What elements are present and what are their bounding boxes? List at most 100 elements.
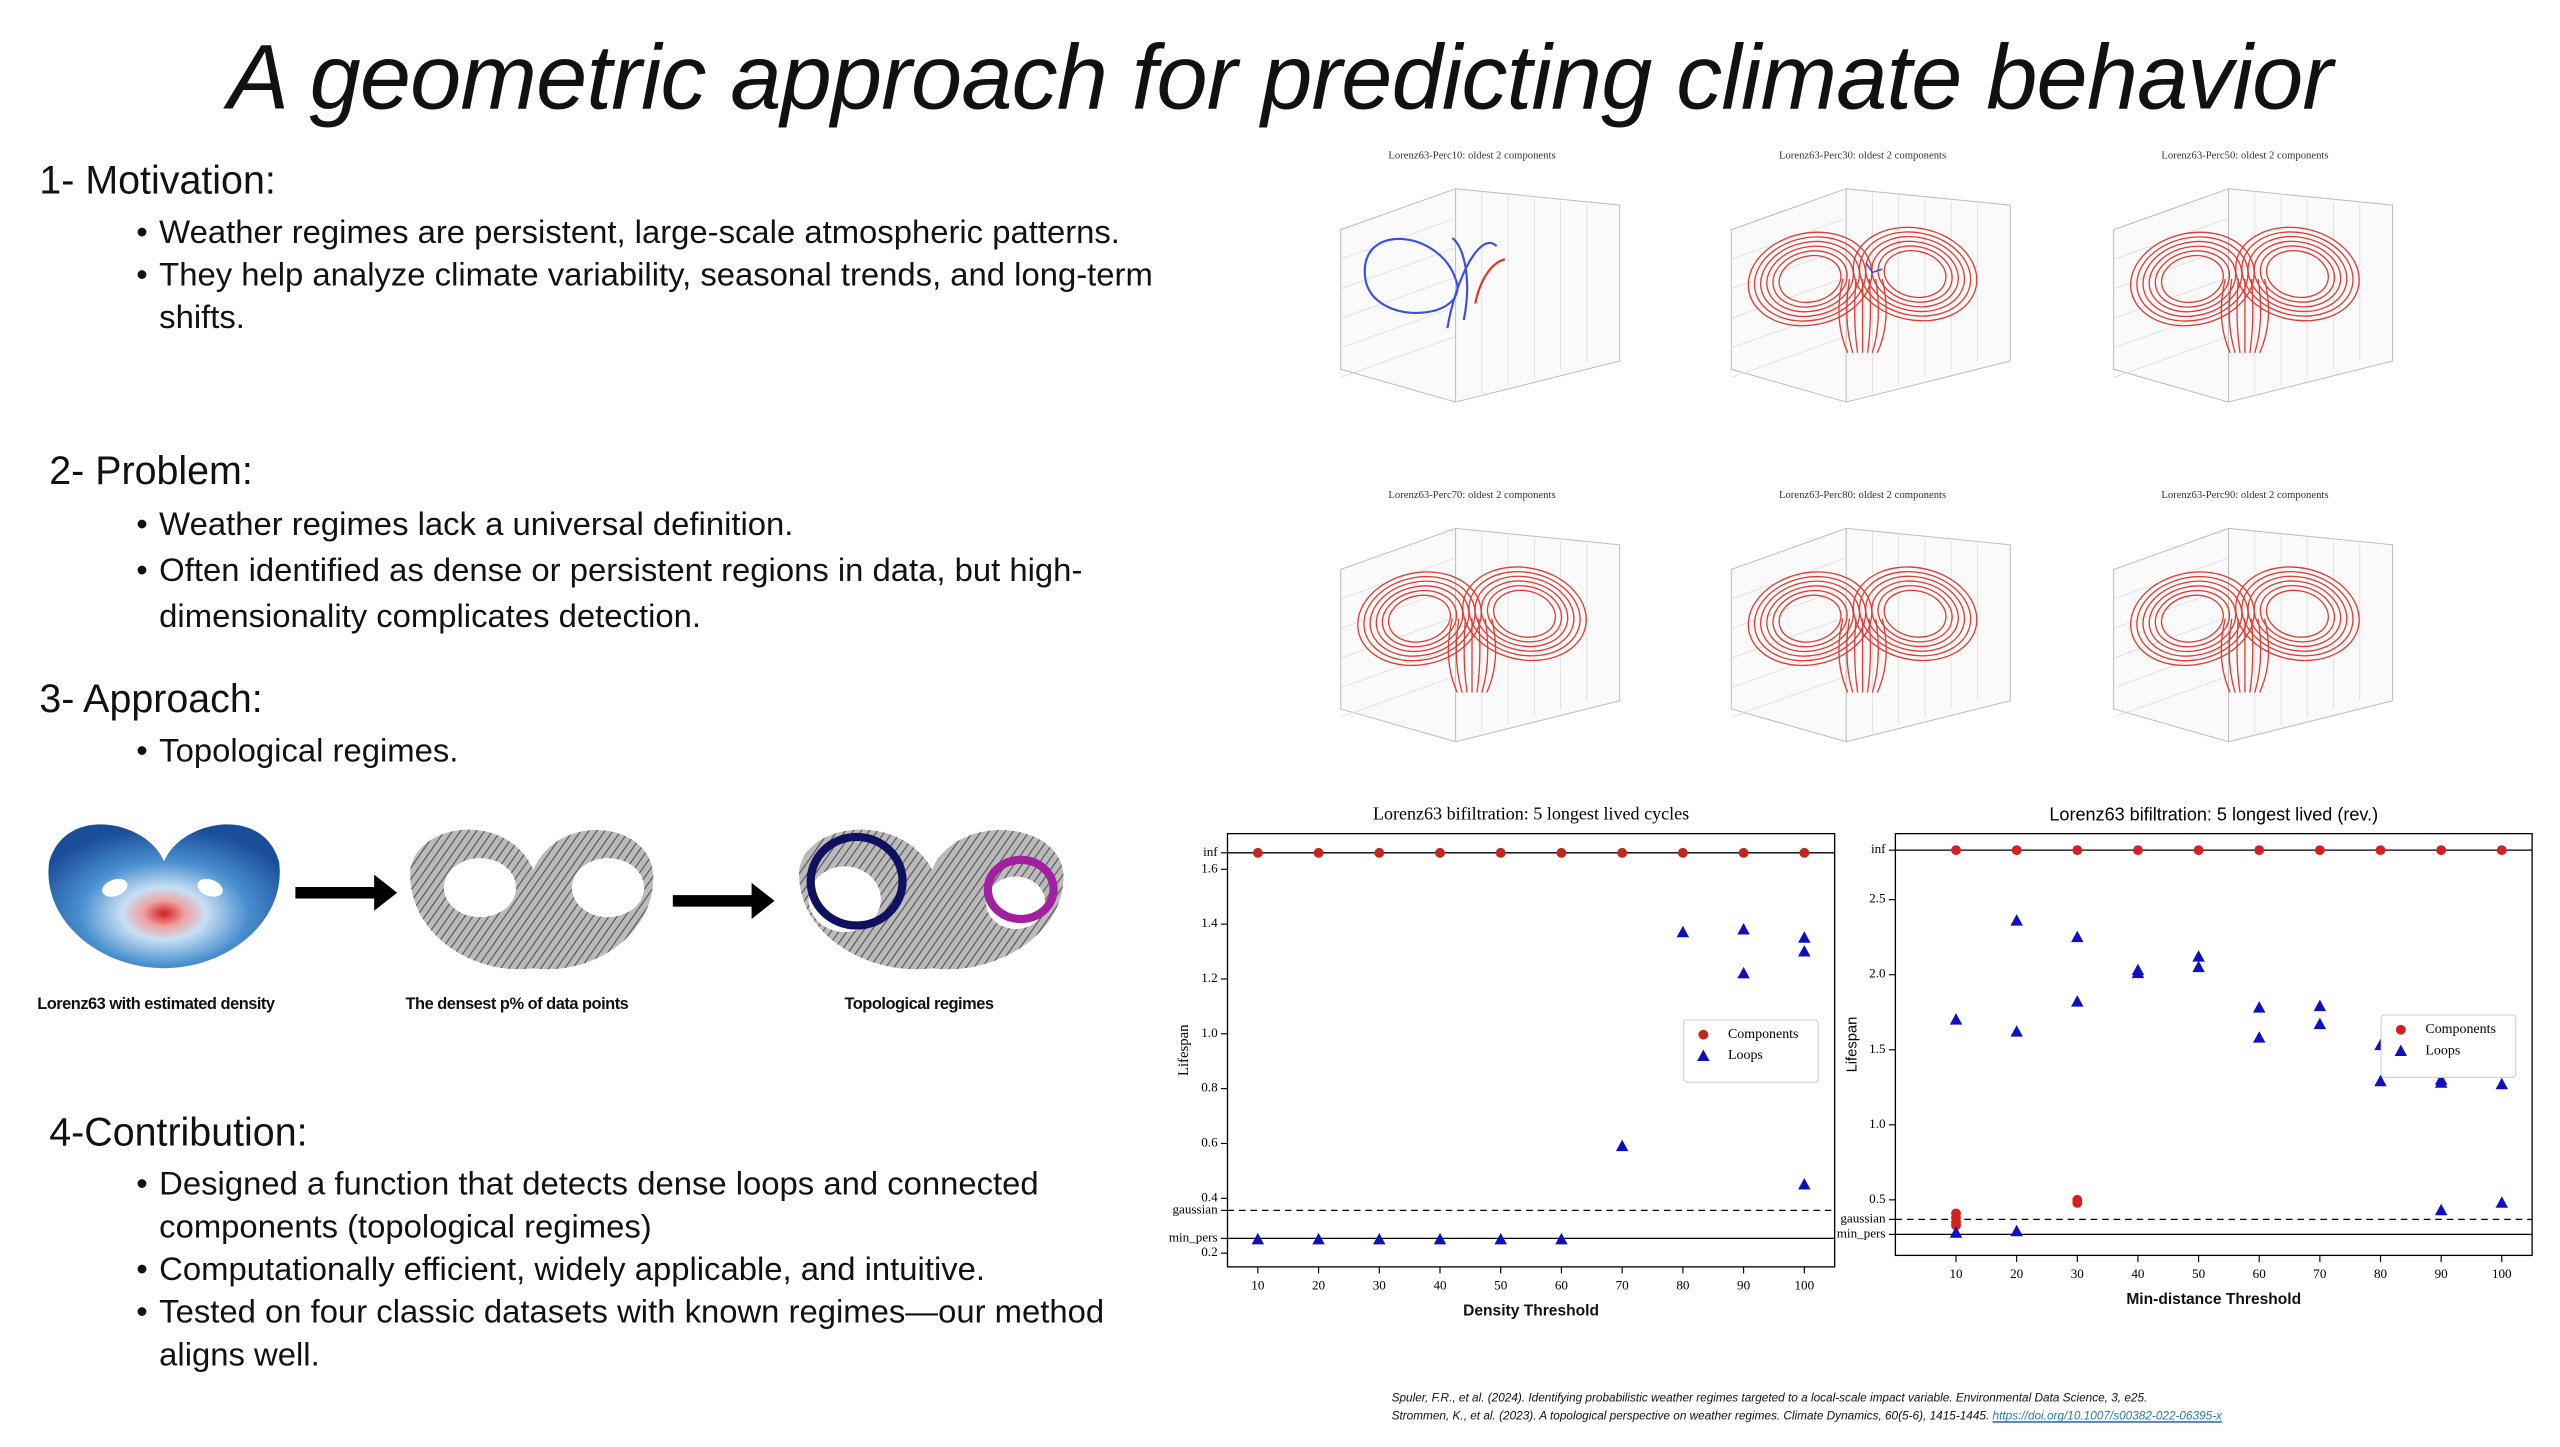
triangle-marker bbox=[2313, 1017, 2327, 1030]
triangle-marker bbox=[1798, 944, 1811, 957]
bullet: They help analyze climate variability, s… bbox=[136, 254, 1156, 339]
attractor-strand bbox=[1476, 618, 1481, 693]
attractor-loop bbox=[2259, 585, 2336, 643]
x-tick-label: 70 bbox=[2313, 1266, 2327, 1281]
attractor-loop bbox=[1858, 570, 1972, 657]
x-tick-label: 50 bbox=[1494, 1278, 1508, 1293]
box-grid bbox=[1731, 557, 1847, 600]
reference-link[interactable]: https://doi.org/10.1007/s00382-022-06395… bbox=[1992, 1408, 2223, 1423]
attractor-curve bbox=[1474, 258, 1506, 304]
box-grid bbox=[1340, 247, 1456, 290]
triangle-marker bbox=[2010, 1025, 2023, 1037]
box-grid bbox=[1731, 675, 1847, 718]
reference: Spuler, F.R., et al. (2024). Identifying… bbox=[1391, 1389, 2148, 1405]
attractor-loop bbox=[2160, 594, 2224, 643]
box-grid bbox=[1340, 557, 1456, 600]
y-tick-label: 0.4 bbox=[1201, 1189, 1218, 1204]
attractor-loop bbox=[1772, 589, 1848, 648]
density-image bbox=[48, 824, 280, 969]
thumbnail-title: Lorenz63-Perc50: oldest 2 components bbox=[2161, 150, 2328, 161]
triangle-marker bbox=[2010, 1224, 2023, 1237]
thumbnail-title: Lorenz63-Perc80: oldest 2 components bbox=[1779, 490, 1946, 501]
attractor-loop bbox=[2136, 575, 2249, 662]
pipeline-diagram bbox=[48, 824, 1064, 970]
attractor-strand bbox=[2254, 278, 2262, 354]
circle-marker bbox=[2496, 845, 2507, 856]
attractor-strand bbox=[2228, 278, 2236, 354]
y-tick-label: 1.4 bbox=[1201, 915, 1218, 930]
reference: Strommen, K., et al. (2023). A topologic… bbox=[1392, 1408, 2222, 1423]
box-grid bbox=[1731, 247, 1847, 290]
y-axis-label: Lifespan bbox=[1845, 1017, 1861, 1073]
attractor-loop bbox=[1375, 585, 1464, 653]
attractor-loop bbox=[2241, 231, 2354, 317]
y-tick-label: gaussian bbox=[1840, 1210, 1886, 1225]
attractor-loop bbox=[1492, 589, 1557, 638]
attractor-strand bbox=[1846, 618, 1854, 693]
attractor-loop bbox=[1753, 236, 1867, 322]
triangle-marker bbox=[1798, 931, 1811, 943]
y-tick-label: 1.6 bbox=[1201, 860, 1218, 875]
triangle-marker bbox=[2394, 1044, 2408, 1057]
x-tick-label: 60 bbox=[1555, 1278, 1569, 1293]
attractor-strand bbox=[1455, 618, 1463, 693]
attractor-strand bbox=[1871, 278, 1879, 354]
x-tick-label: 50 bbox=[2192, 1266, 2206, 1281]
x-tick-label: 10 bbox=[1949, 1266, 1963, 1281]
triangle-marker bbox=[2192, 960, 2205, 973]
attractor-loop bbox=[1778, 254, 1842, 304]
attractor-strand bbox=[2228, 618, 2236, 693]
x-tick-label: 20 bbox=[1312, 1278, 1326, 1293]
box-grid bbox=[2113, 336, 2229, 378]
attractor-loop bbox=[1871, 580, 1959, 648]
triangle-marker bbox=[1949, 1013, 1963, 1025]
triangle-marker bbox=[2252, 1031, 2266, 1043]
chart: Lorenz63 bifiltration: 5 longest lived c… bbox=[1169, 804, 1836, 1319]
y-tick-label: inf bbox=[1871, 841, 1886, 856]
thumbnail-title: Lorenz63-Perc70: oldest 2 components bbox=[1388, 490, 1555, 501]
circle-marker bbox=[1951, 845, 1961, 856]
box-grid bbox=[1340, 306, 1456, 349]
triangle-marker bbox=[1312, 1232, 1325, 1245]
attractor-loop bbox=[1474, 575, 1575, 652]
triangle-marker bbox=[1251, 1232, 1265, 1245]
attractor-strand bbox=[1854, 618, 1859, 693]
y-tick-label: 1.5 bbox=[1869, 1041, 1886, 1056]
x-tick-label: 90 bbox=[1737, 1278, 1751, 1293]
circle-marker bbox=[2193, 845, 2204, 856]
y-tick-label: 2.5 bbox=[1869, 891, 1886, 906]
triangle-marker bbox=[1615, 1139, 1629, 1152]
box-grid bbox=[1340, 276, 1456, 319]
chart-title: Lorenz63 bifiltration: 5 longest lived (… bbox=[2049, 804, 2378, 824]
attractor-strand bbox=[2249, 278, 2254, 353]
x-tick-label: 20 bbox=[2010, 1266, 2024, 1281]
y-tick-label: inf bbox=[1203, 844, 1218, 859]
attractor-loop bbox=[2154, 589, 2231, 648]
section-heading: 1- Motivation: bbox=[39, 159, 276, 204]
circle-marker bbox=[1677, 847, 1688, 858]
attractor-loop bbox=[1766, 585, 1854, 653]
regime-loop bbox=[983, 855, 1058, 924]
attractor-loop bbox=[1852, 226, 1978, 322]
circle-marker bbox=[1799, 847, 1810, 858]
y-axis-label: Lifespan bbox=[1176, 1024, 1192, 1076]
attractor-strand bbox=[2259, 618, 2270, 693]
box-grid bbox=[2113, 247, 2229, 290]
attractor-loop bbox=[1747, 231, 1873, 327]
attractor-strand bbox=[1838, 618, 1849, 693]
attractor-loop bbox=[2241, 570, 2354, 657]
y-tick-label: min_pers bbox=[1837, 1225, 1886, 1240]
circle-marker bbox=[2436, 845, 2447, 856]
attractor-loop bbox=[1760, 580, 1861, 657]
reference-text: Strommen, K., et al. (2023). A topologic… bbox=[1391, 1408, 1993, 1423]
box-grid bbox=[2113, 217, 2229, 260]
attractor-loop bbox=[1387, 594, 1452, 643]
attractor-loop bbox=[2154, 250, 2231, 308]
triangle-marker bbox=[2010, 914, 2023, 926]
triangle-marker bbox=[1494, 1232, 1507, 1245]
box-grid bbox=[2113, 557, 2229, 600]
attractor-loop bbox=[1480, 580, 1569, 648]
attractor-loop bbox=[1871, 240, 1959, 308]
attractor-strand bbox=[1486, 618, 1497, 693]
